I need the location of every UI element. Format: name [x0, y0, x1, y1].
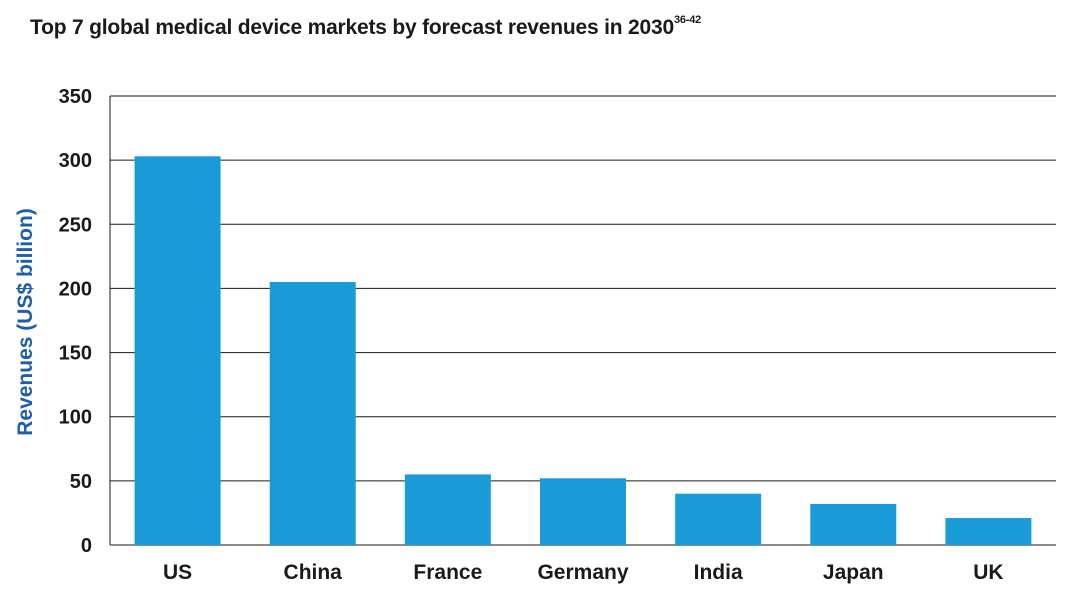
y-tick-label: 50 [70, 471, 92, 493]
chart-title-reference: 36-42 [673, 14, 702, 26]
y-tick-labels: 0 50 100 150 200 250 300 350 [59, 86, 92, 557]
x-category-label: India [694, 561, 743, 584]
y-tick-label: 300 [59, 150, 92, 172]
x-category-label: UK [973, 561, 1003, 584]
bar-us [134, 156, 221, 545]
bars [134, 156, 1032, 545]
chart-title-text: Top 7 global medical device markets by f… [30, 16, 674, 39]
y-tick-label: 100 [59, 407, 92, 429]
y-tick-label: 0 [81, 535, 92, 557]
y-tick-label: 350 [59, 86, 92, 108]
x-category-label: Germany [537, 561, 628, 584]
y-tick-label: 250 [59, 214, 92, 236]
gridlines [110, 95, 1056, 546]
x-category-label: China [284, 561, 343, 584]
x-category-label: France [413, 561, 482, 584]
y-tick-label: 150 [59, 343, 92, 365]
bar-uk [945, 518, 1032, 545]
x-category-label: Japan [823, 561, 884, 584]
bar-france [404, 474, 491, 545]
bar-india [675, 493, 762, 545]
chart-title: Top 7 global medical device markets by f… [30, 14, 702, 40]
y-tick-label: 200 [59, 278, 92, 300]
bar-china [269, 282, 356, 545]
x-category-label: US [163, 561, 192, 584]
x-category-labels: US China France Germany India Japan UK [163, 561, 1004, 584]
bar-japan [810, 503, 897, 545]
y-axis-title: Revenues (US$ billion) [14, 208, 37, 436]
bar-germany [540, 478, 626, 545]
